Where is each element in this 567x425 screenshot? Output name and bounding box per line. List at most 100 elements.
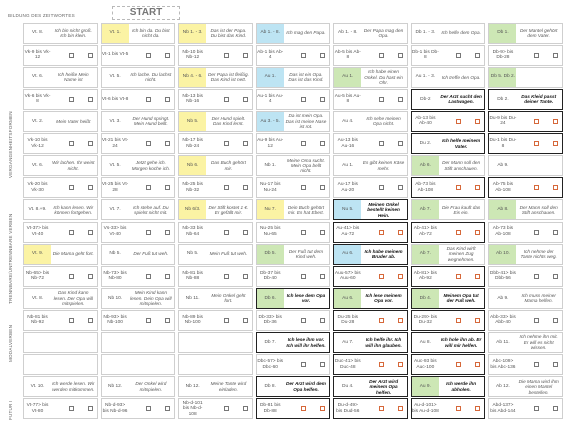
progress-checkbox[interactable] — [475, 362, 481, 368]
progress-checkbox[interactable] — [378, 406, 384, 412]
progress-checkbox[interactable] — [533, 229, 539, 235]
progress-checkbox[interactable] — [456, 52, 462, 58]
progress-checkbox[interactable] — [223, 229, 229, 235]
progress-checkbox[interactable] — [378, 317, 384, 323]
progress-checkbox[interactable] — [301, 141, 307, 147]
progress-checkbox[interactable] — [552, 229, 558, 235]
progress-checkbox[interactable] — [68, 96, 74, 102]
progress-checkbox[interactable] — [533, 362, 539, 368]
progress-checkbox[interactable] — [68, 317, 74, 323]
progress-checkbox[interactable] — [146, 406, 152, 412]
progress-checkbox[interactable] — [146, 141, 152, 147]
progress-checkbox[interactable] — [165, 406, 171, 412]
progress-checkbox[interactable] — [223, 185, 229, 191]
progress-checkbox[interactable] — [165, 185, 171, 191]
progress-checkbox[interactable] — [378, 52, 384, 58]
progress-checkbox[interactable] — [397, 229, 403, 235]
progress-checkbox[interactable] — [320, 362, 326, 368]
progress-checkbox[interactable] — [146, 273, 152, 279]
progress-checkbox[interactable] — [68, 185, 74, 191]
progress-checkbox[interactable] — [87, 273, 93, 279]
progress-checkbox[interactable] — [552, 118, 558, 124]
progress-checkbox[interactable] — [320, 406, 326, 412]
progress-checkbox[interactable] — [378, 229, 384, 235]
progress-checkbox[interactable] — [87, 406, 93, 412]
progress-checkbox[interactable] — [242, 96, 248, 102]
progress-checkbox[interactable] — [456, 185, 462, 191]
progress-checkbox[interactable] — [301, 52, 307, 58]
progress-checkbox[interactable] — [397, 273, 403, 279]
progress-checkbox[interactable] — [301, 362, 307, 368]
progress-checkbox[interactable] — [146, 229, 152, 235]
progress-checkbox[interactable] — [301, 229, 307, 235]
progress-checkbox[interactable] — [146, 52, 152, 58]
progress-checkbox[interactable] — [378, 141, 384, 147]
progress-checkbox[interactable] — [320, 96, 326, 102]
progress-checkbox[interactable] — [320, 141, 326, 147]
progress-checkbox[interactable] — [533, 185, 539, 191]
progress-checkbox[interactable] — [320, 185, 326, 191]
progress-checkbox[interactable] — [242, 185, 248, 191]
progress-checkbox[interactable] — [301, 317, 307, 323]
progress-checkbox[interactable] — [397, 406, 403, 412]
progress-checkbox[interactable] — [397, 96, 403, 102]
progress-checkbox[interactable] — [301, 273, 307, 279]
progress-checkbox[interactable] — [223, 141, 229, 147]
progress-checkbox[interactable] — [475, 273, 481, 279]
progress-checkbox[interactable] — [165, 96, 171, 102]
progress-checkbox[interactable] — [475, 406, 481, 412]
progress-checkbox[interactable] — [165, 317, 171, 323]
progress-checkbox[interactable] — [146, 96, 152, 102]
progress-checkbox[interactable] — [146, 185, 152, 191]
progress-checkbox[interactable] — [320, 317, 326, 323]
progress-checkbox[interactable] — [68, 406, 74, 412]
progress-checkbox[interactable] — [68, 229, 74, 235]
progress-checkbox[interactable] — [68, 141, 74, 147]
progress-checkbox[interactable] — [552, 362, 558, 368]
progress-checkbox[interactable] — [68, 52, 74, 58]
progress-checkbox[interactable] — [552, 406, 558, 412]
progress-checkbox[interactable] — [242, 406, 248, 412]
progress-checkbox[interactable] — [320, 273, 326, 279]
progress-checkbox[interactable] — [456, 118, 462, 124]
progress-checkbox[interactable] — [301, 185, 307, 191]
progress-checkbox[interactable] — [475, 52, 481, 58]
progress-checkbox[interactable] — [146, 317, 152, 323]
progress-checkbox[interactable] — [87, 229, 93, 235]
progress-checkbox[interactable] — [87, 185, 93, 191]
progress-checkbox[interactable] — [320, 229, 326, 235]
progress-checkbox[interactable] — [552, 273, 558, 279]
progress-checkbox[interactable] — [301, 406, 307, 412]
progress-checkbox[interactable] — [165, 52, 171, 58]
progress-checkbox[interactable] — [456, 229, 462, 235]
progress-checkbox[interactable] — [87, 317, 93, 323]
progress-checkbox[interactable] — [242, 273, 248, 279]
progress-checkbox[interactable] — [533, 406, 539, 412]
progress-checkbox[interactable] — [533, 317, 539, 323]
progress-checkbox[interactable] — [223, 96, 229, 102]
progress-checkbox[interactable] — [397, 141, 403, 147]
progress-checkbox[interactable] — [242, 317, 248, 323]
progress-checkbox[interactable] — [552, 317, 558, 323]
progress-checkbox[interactable] — [165, 229, 171, 235]
progress-checkbox[interactable] — [456, 406, 462, 412]
progress-checkbox[interactable] — [320, 52, 326, 58]
progress-checkbox[interactable] — [378, 96, 384, 102]
progress-checkbox[interactable] — [165, 141, 171, 147]
progress-checkbox[interactable] — [87, 96, 93, 102]
progress-checkbox[interactable] — [475, 229, 481, 235]
progress-checkbox[interactable] — [223, 317, 229, 323]
progress-checkbox[interactable] — [475, 185, 481, 191]
progress-checkbox[interactable] — [301, 96, 307, 102]
progress-checkbox[interactable] — [475, 118, 481, 124]
progress-checkbox[interactable] — [397, 52, 403, 58]
progress-checkbox[interactable] — [165, 273, 171, 279]
progress-checkbox[interactable] — [475, 317, 481, 323]
progress-checkbox[interactable] — [533, 273, 539, 279]
progress-checkbox[interactable] — [242, 229, 248, 235]
progress-checkbox[interactable] — [242, 52, 248, 58]
progress-checkbox[interactable] — [87, 141, 93, 147]
progress-checkbox[interactable] — [533, 141, 539, 147]
progress-checkbox[interactable] — [533, 118, 539, 124]
progress-checkbox[interactable] — [552, 52, 558, 58]
